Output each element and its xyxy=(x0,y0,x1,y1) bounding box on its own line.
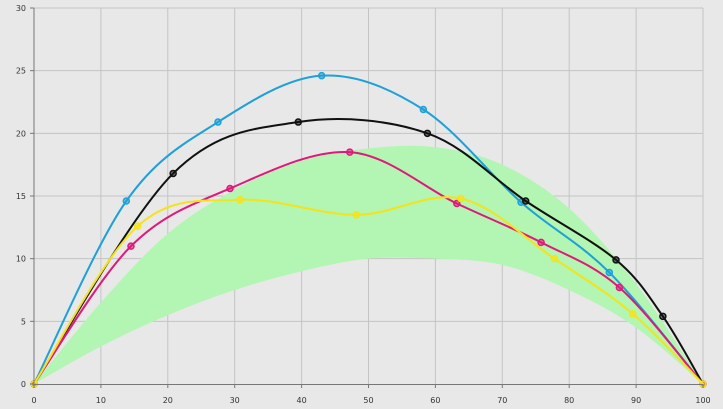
band-layer xyxy=(34,145,703,384)
y-tick-label: 25 xyxy=(16,67,26,76)
y-tick-label: 10 xyxy=(16,255,26,264)
data-point xyxy=(453,199,461,208)
x-tick-label: 90 xyxy=(631,396,641,405)
axes: 0 5 10 15 20 25 30 0 10 20 30 40 50 60 70 80 90 100 xyxy=(16,4,711,405)
x-tick-label: 20 xyxy=(163,396,173,405)
data-point xyxy=(550,254,559,263)
x-tick-label: 60 xyxy=(430,396,440,405)
data-point xyxy=(214,118,222,126)
data-point xyxy=(346,148,354,156)
data-point xyxy=(133,222,142,230)
data-point xyxy=(423,129,432,138)
data-point xyxy=(612,256,620,264)
data-point xyxy=(317,71,326,80)
data-point xyxy=(521,197,530,205)
x-tick-label: 0 xyxy=(31,396,36,405)
x-tick-label: 70 xyxy=(497,396,507,405)
data-point xyxy=(226,184,234,193)
y-tick-label: 5 xyxy=(21,317,26,326)
data-point xyxy=(605,268,614,277)
y-tick-label: 30 xyxy=(16,4,26,13)
x-tick-label: 100 xyxy=(695,396,710,405)
y-tick-label: 0 xyxy=(21,380,26,389)
series-line-2 xyxy=(33,118,704,385)
x-tick-label: 80 xyxy=(564,396,574,405)
data-point xyxy=(659,312,667,321)
series-layer xyxy=(30,71,707,388)
shaded-band xyxy=(34,145,703,384)
x-tick-label: 30 xyxy=(230,396,240,405)
data-point xyxy=(457,194,465,203)
data-point xyxy=(236,196,244,204)
data-point xyxy=(169,169,177,178)
x-tick-label: 40 xyxy=(297,396,307,405)
data-point xyxy=(629,310,637,318)
data-point xyxy=(127,242,135,250)
data-point xyxy=(537,238,545,247)
y-tick-label: 15 xyxy=(16,192,26,201)
data-point xyxy=(419,105,428,114)
x-tick-label: 50 xyxy=(363,396,373,405)
data-point xyxy=(294,118,303,126)
data-point xyxy=(615,283,624,292)
data-point xyxy=(352,211,361,219)
x-tick-label: 10 xyxy=(96,396,106,405)
data-point xyxy=(122,197,131,205)
y-tick-label: 20 xyxy=(16,129,26,138)
